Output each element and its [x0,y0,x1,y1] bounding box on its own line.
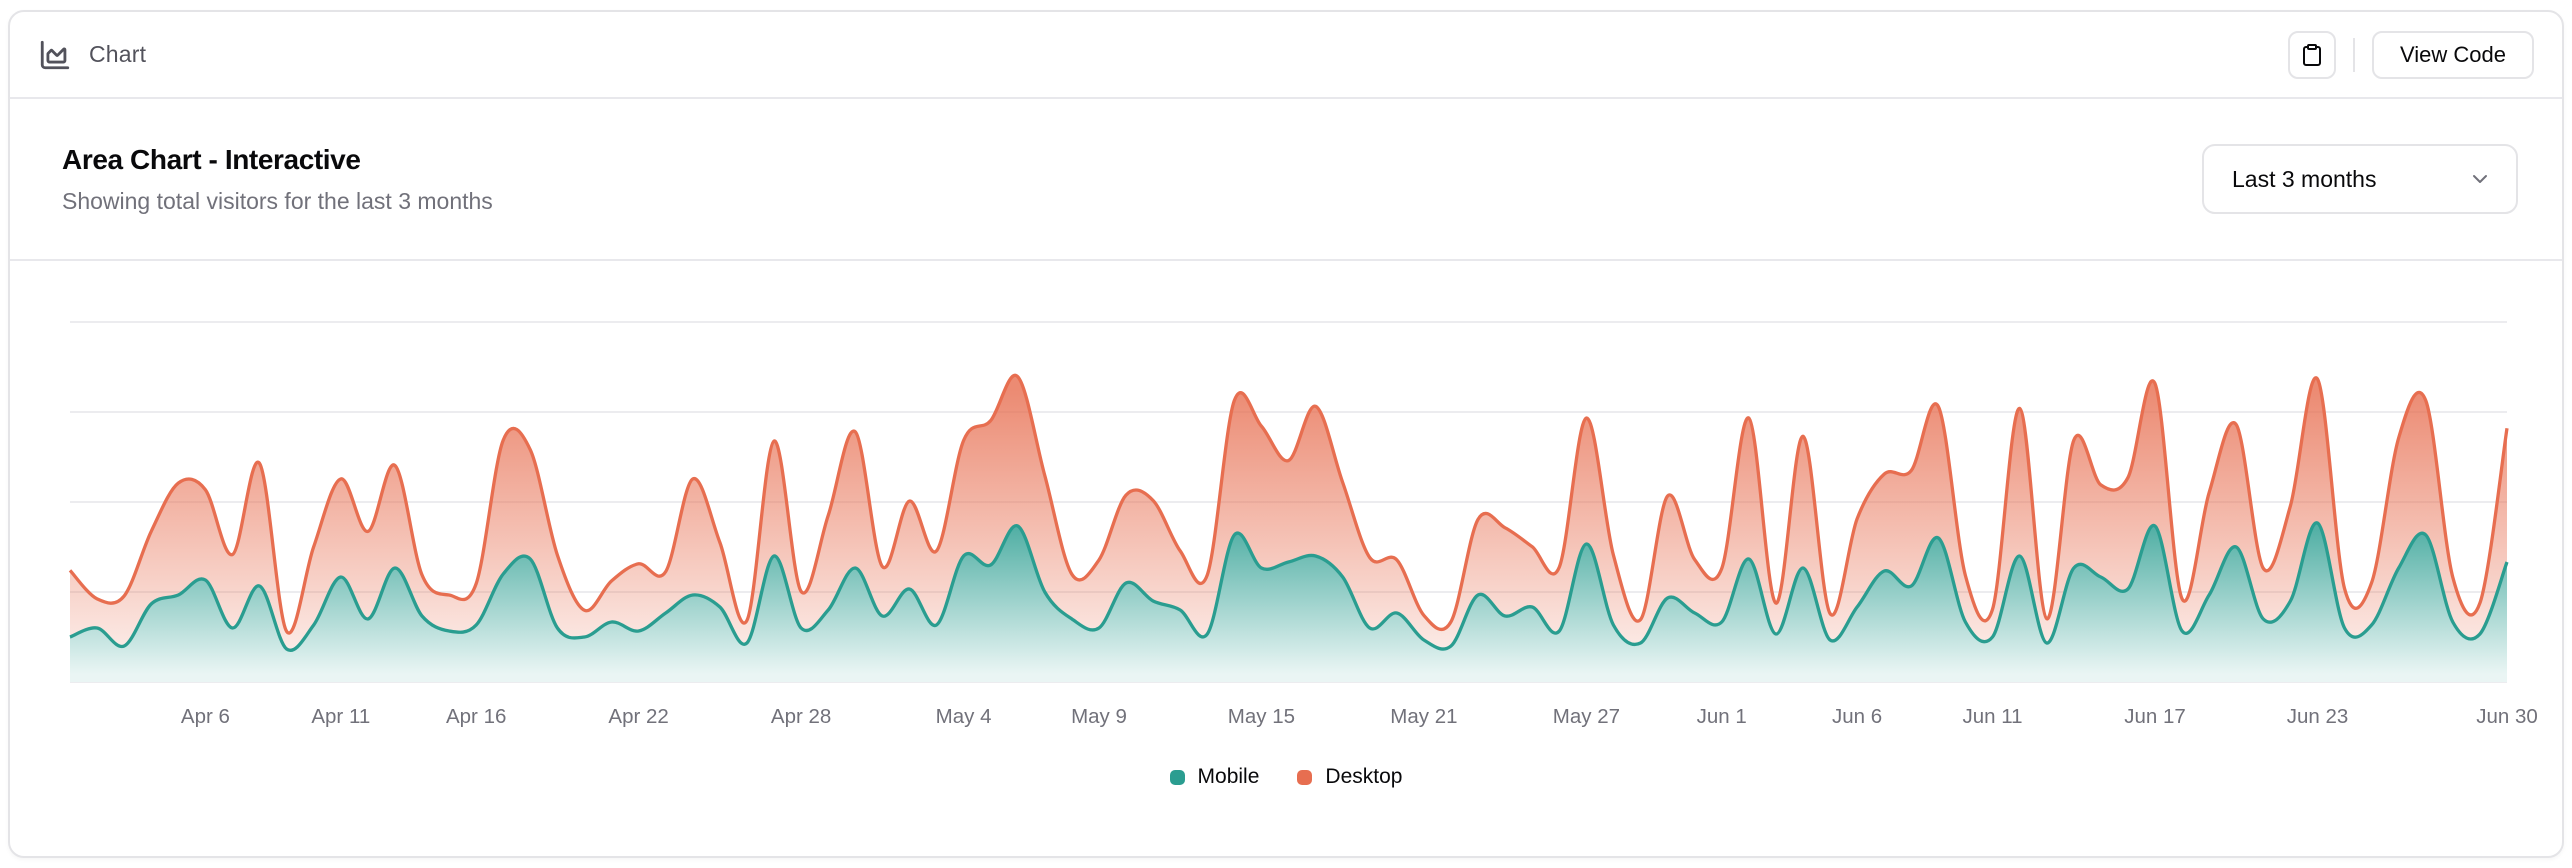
legend-item-desktop: Desktop [1297,765,1402,789]
x-tick-label: Jun 6 [1832,705,1882,728]
x-tick-label: Apr 6 [181,705,230,728]
title-block: Area Chart - Interactive Showing total v… [62,144,493,215]
x-tick-label: Apr 16 [446,705,506,728]
area-chart-svg[interactable]: Apr 6 Apr 11 Apr 16 Apr 22 Apr 28 May 4 May 9 M… [10,261,2564,741]
desktop-line [68,373,2509,635]
legend-swatch-desktop [1297,769,1313,785]
x-tick-label: Jun 23 [2287,705,2349,728]
x-axis-labels: Apr 6 Apr 11 Apr 16 Apr 22 Apr 28 May 4 May 9 M… [181,705,2538,728]
header-actions: View Code [2288,30,2534,79]
chart-container: Apr 6 Apr 11 Apr 16 Apr 22 Apr 28 May 4 May 9 M… [10,261,2562,789]
chevron-down-icon [2473,175,2487,183]
x-tick-label: May 15 [1228,705,1295,728]
copy-code-button[interactable] [2288,30,2336,79]
x-tick-label: Apr 28 [771,705,831,728]
x-tick-label: Jun 17 [2124,705,2186,728]
chart-area-icon [40,40,70,69]
x-tick-label: Apr 11 [311,705,370,728]
x-tick-label: May 9 [1071,705,1127,728]
header-label: Chart [89,41,147,67]
divider-vertical [2353,37,2355,72]
card-header-bar: Chart View Code [10,12,2562,99]
x-tick-label: May 4 [936,705,992,728]
view-code-button[interactable]: View Code [2372,30,2534,79]
page-title: Area Chart - Interactive [62,143,361,175]
legend-label-desktop: Desktop [1325,765,1403,788]
chart-card: Chart View Code Area Chart - Interactive… [8,10,2564,858]
x-tick-label: May 27 [1553,705,1620,728]
chart-legend: Mobile Desktop [10,765,2562,789]
x-tick-label: Jun 1 [1697,705,1747,728]
clipboard-icon [2303,43,2321,66]
x-tick-label: May 21 [1390,705,1457,728]
mobile-line [69,521,2509,652]
x-tick-label: Jun 11 [1962,705,2022,728]
time-range-value: Last 3 months [2232,165,2377,192]
x-tick-label: Jun 30 [2476,705,2538,728]
legend-swatch-mobile [1169,769,1185,785]
area-series [68,373,2509,682]
header-left: Chart [38,38,146,72]
time-range-select[interactable]: Last 3 months [2202,144,2518,214]
card-title-section: Area Chart - Interactive Showing total v… [10,99,2562,261]
mobile-area [70,522,2507,682]
page-description: Showing total visitors for the last 3 mo… [62,187,493,214]
x-tick-label: Apr 22 [608,705,668,728]
legend-label-mobile: Mobile [1197,765,1260,788]
legend-item-mobile: Mobile [1169,765,1260,789]
